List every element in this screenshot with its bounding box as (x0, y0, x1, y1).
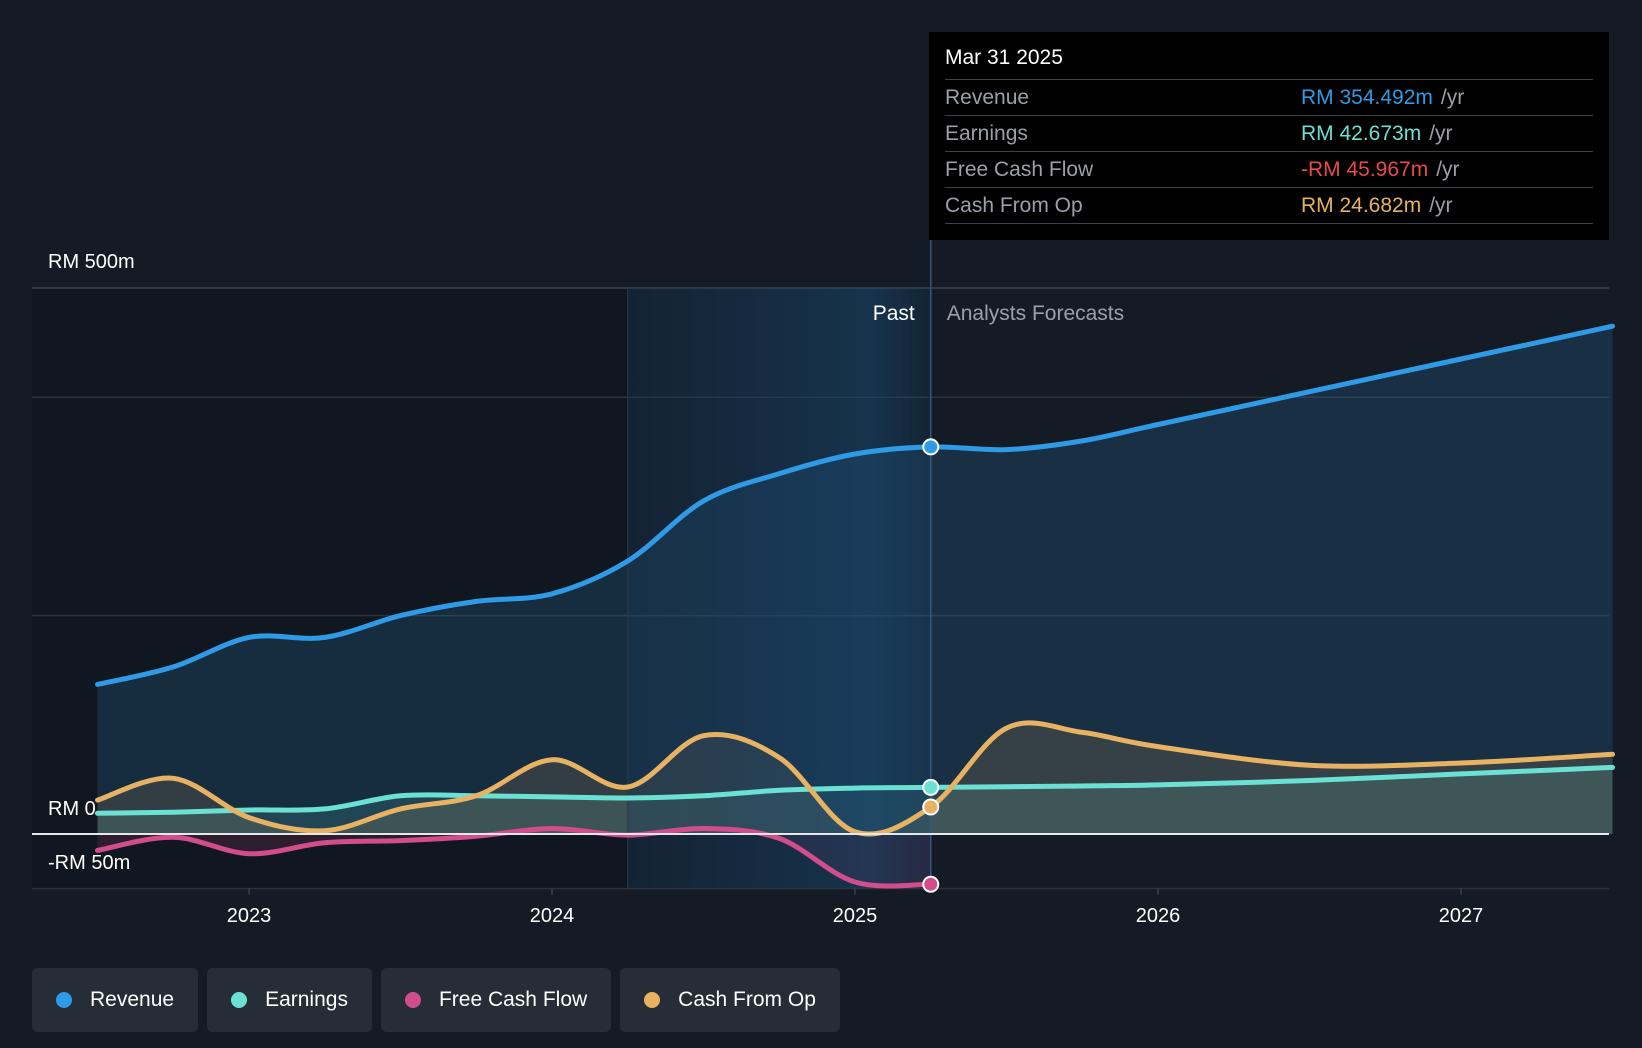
x-tick-label: 2023 (227, 905, 272, 927)
tooltip-row-unit: /yr (1440, 85, 1465, 109)
x-axis-ticks: 2023 2024 2025 2026 2027 (227, 888, 1484, 927)
tooltip-row-label: Revenue (945, 85, 1030, 109)
forecast-label: Analysts Forecasts (947, 302, 1124, 325)
tooltip-date: Mar 31 2025 (945, 46, 1593, 80)
x-tick-label: 2027 (1439, 905, 1484, 927)
legend-dot-icon (56, 992, 72, 1008)
tooltip-row: Cash From Op RM 24.682m/yr (945, 188, 1593, 224)
tooltip-row-unit: /yr (1429, 193, 1453, 217)
legend-label: Free Cash Flow (438, 988, 588, 1011)
x-tick-label: 2025 (833, 905, 878, 927)
earnings-line (95, 764, 1615, 816)
y-label-bottom: -RM 50m (48, 852, 131, 874)
legend-dot-icon (231, 992, 248, 1008)
x-tick-label: 2026 (1136, 905, 1181, 927)
legend-item-earnings[interactable]: Earnings (207, 968, 372, 1032)
cash-from-op-marker (922, 798, 940, 816)
earnings-marker (922, 778, 940, 796)
legend-label: Cash From Op (678, 988, 816, 1011)
series-lines (95, 323, 1615, 889)
legend-item-free-cash-flow[interactable]: Free Cash Flow (380, 968, 612, 1032)
tooltip-row-unit: /yr (1429, 121, 1453, 145)
x-tick-label: 2024 (530, 905, 575, 927)
tooltip-row-label: Cash From Op (945, 193, 1083, 217)
legend-dot-icon (644, 992, 661, 1008)
legend-label: Earnings (265, 988, 348, 1011)
tooltip-row-label: Free Cash Flow (945, 157, 1094, 181)
cash-from-op-area (97, 722, 1613, 835)
revenue-marker (922, 438, 940, 456)
revenue-line (95, 323, 1615, 687)
tooltip-row: Free Cash Flow -RM 45.967m/yr (945, 152, 1593, 188)
legend-dot-icon (404, 992, 421, 1008)
past-label: Past (873, 302, 915, 325)
tooltip-row: Earnings RM 42.673m/yr (945, 116, 1593, 152)
tooltip-row-value: RM 42.673m (1301, 121, 1422, 145)
free-cash-flow-marker (922, 875, 940, 893)
tooltip-row-value: RM 354.492m (1301, 85, 1433, 109)
y-label-zero: RM 0 (48, 798, 96, 820)
series-markers (922, 438, 940, 893)
free-cash-flow-line (95, 825, 934, 889)
tooltip-row-value: -RM 45.967m (1301, 157, 1429, 181)
legend-label: Revenue (90, 988, 175, 1011)
cash-from-op-line (95, 720, 1615, 837)
tooltip-row-label: Earnings (945, 121, 1028, 145)
free-cash-flow-area (97, 828, 931, 887)
y-label-top: RM 500m (48, 251, 135, 273)
legend-item-revenue[interactable]: Revenue (32, 968, 199, 1032)
legend: Revenue Earnings Free Cash Flow Cash From O… (32, 968, 840, 1032)
tooltip-row: Revenue RM 354.492m/yr (945, 80, 1593, 116)
tooltip: Mar 31 2025 Revenue RM 354.492m/yr Earning… (929, 32, 1609, 240)
tooltip-row-unit: /yr (1436, 157, 1460, 181)
tooltip-row-value: RM 24.682m (1301, 193, 1422, 217)
legend-item-cash-from-op[interactable]: Cash From Op (620, 968, 840, 1032)
